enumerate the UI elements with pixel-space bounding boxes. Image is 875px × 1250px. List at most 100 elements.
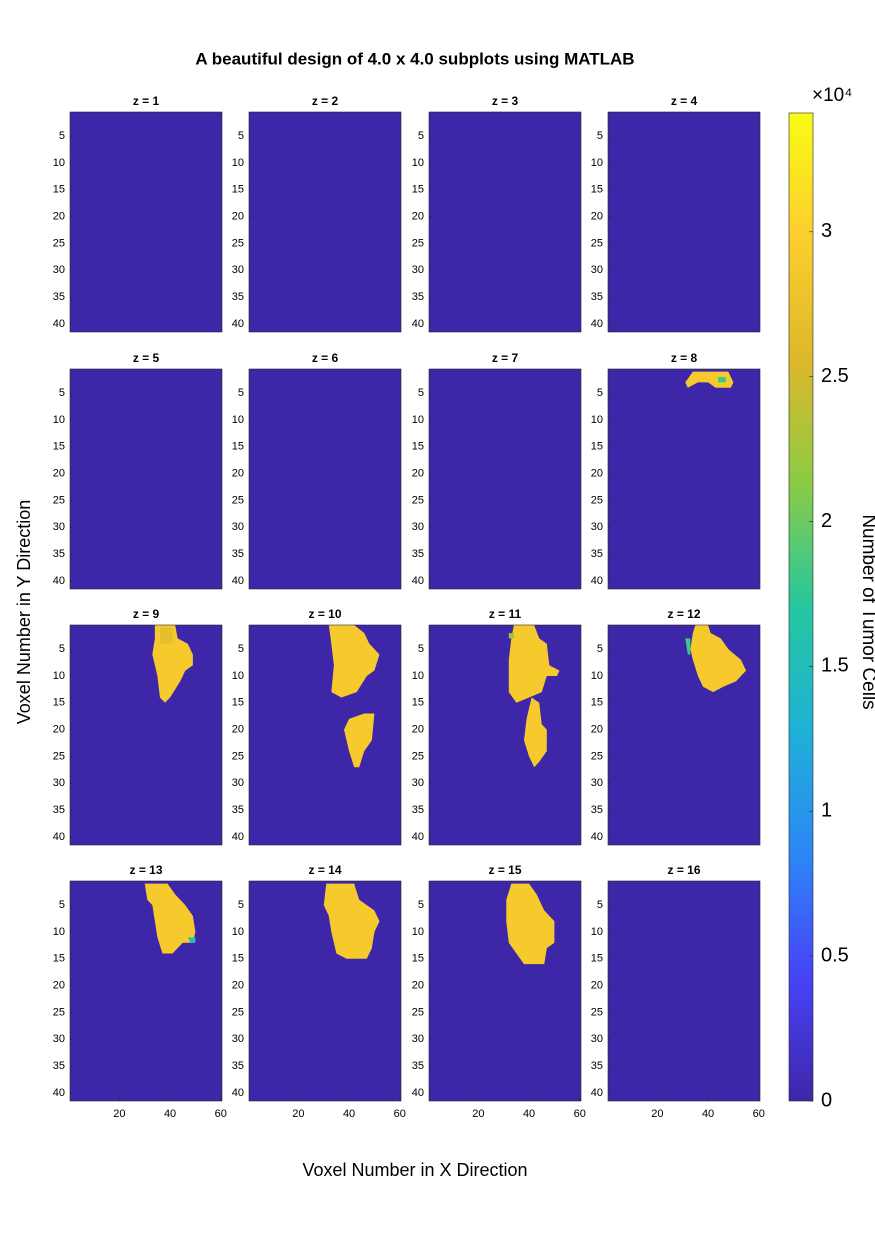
y-tick-label: 20 (412, 211, 424, 223)
axes-frame (248, 624, 402, 846)
tumor-region (508, 633, 514, 639)
tumor-region (718, 377, 726, 383)
y-tick-label: 15 (232, 697, 244, 709)
y-tick-label: 5 (597, 130, 603, 142)
subplot-title: z = 5 (133, 351, 160, 365)
y-tick-label: 25 (53, 1006, 65, 1018)
y-tick-label: 15 (53, 441, 65, 453)
y-tick-label: 5 (418, 643, 424, 655)
subplot-title: z = 2 (312, 94, 339, 108)
y-tick-label: 10 (232, 414, 244, 426)
colorbar-tick-label: 2.5 (821, 365, 849, 387)
y-tick-label: 10 (591, 157, 603, 169)
y-tick-label: 10 (232, 926, 244, 938)
y-tick-label: 20 (232, 468, 244, 480)
y-tick-label: 35 (412, 1060, 424, 1072)
subplot-title: z = 15 (488, 863, 521, 877)
x-tick-label: 40 (702, 1108, 714, 1120)
subplot-title: z = 14 (308, 863, 341, 877)
y-tick-label: 20 (232, 724, 244, 736)
colorbar-label: Number of Tumor Cells (858, 514, 875, 709)
y-tick-label: 40 (53, 831, 65, 843)
y-tick-label: 5 (59, 899, 65, 911)
subplot: z = 4 5 10 15 20 25 30 35 40 (591, 94, 761, 333)
y-tick-label: 25 (53, 494, 65, 506)
heatmap (152, 625, 193, 703)
axes-frame (607, 624, 761, 846)
y-tick-label: 40 (232, 1087, 244, 1099)
y-tick-label: 5 (597, 899, 603, 911)
colorbar (788, 112, 814, 1102)
y-tick-label: 20 (412, 980, 424, 992)
y-tick-label: 25 (232, 237, 244, 249)
y-tick-label: 40 (53, 575, 65, 587)
heatmap-background (70, 369, 222, 589)
y-tick-label: 30 (53, 1033, 65, 1045)
y-tick-label: 15 (232, 184, 244, 196)
y-tick-label: 25 (591, 237, 603, 249)
y-tick-label: 35 (412, 291, 424, 303)
subplot: z = 3 5 10 15 20 25 30 35 40 (412, 94, 582, 333)
axes-frame (69, 111, 223, 333)
colorbar-tick-label: 0 (821, 1089, 832, 1111)
colorbar-tick-label: 3 (821, 220, 832, 242)
y-tick-label: 15 (412, 441, 424, 453)
tumor-region (344, 713, 375, 768)
y-tick-label: 35 (412, 804, 424, 816)
y-tick-label: 20 (591, 468, 603, 480)
tumor-region (685, 638, 691, 655)
y-tick-label: 15 (412, 184, 424, 196)
colorbar-tick-label: 0.5 (821, 944, 849, 966)
subplot-title: z = 1 (133, 94, 160, 108)
y-tick-label: 5 (59, 387, 65, 399)
axes-frame (428, 880, 582, 1102)
subplot: z = 6 5 10 15 20 25 30 35 40 (232, 351, 402, 590)
y-tick-label: 25 (591, 750, 603, 762)
heatmap-background (70, 112, 222, 332)
tumor-region (524, 697, 547, 768)
y-tick-label: 35 (232, 1060, 244, 1072)
y-tick-label: 30 (232, 777, 244, 789)
y-tick-label: 25 (412, 750, 424, 762)
heatmap (506, 883, 555, 965)
heatmap-background (608, 369, 760, 589)
tumor-region (685, 371, 734, 388)
subplot-title: z = 10 (308, 607, 341, 621)
subplot: z = 5 5 10 15 20 25 30 35 40 (53, 351, 223, 590)
axes-frame (248, 368, 402, 590)
heatmap (508, 625, 560, 768)
x-tick-label: 60 (394, 1108, 406, 1120)
colorbar-exponent: ×10⁴ (812, 85, 852, 106)
heatmap-background (429, 881, 581, 1101)
subplot: z = 11 5 10 15 20 25 30 35 40 (412, 607, 582, 846)
y-tick-label: 5 (418, 387, 424, 399)
y-tick-label: 30 (412, 777, 424, 789)
y-tick-label: 40 (412, 831, 424, 843)
y-tick-label: 30 (232, 521, 244, 533)
y-tick-label: 20 (591, 724, 603, 736)
heatmap-background (429, 625, 581, 845)
y-tick-label: 10 (232, 670, 244, 682)
y-tick-label: 25 (591, 494, 603, 506)
x-tick-label: 40 (164, 1108, 176, 1120)
y-tick-label: 25 (412, 237, 424, 249)
y-tick-label: 40 (232, 575, 244, 587)
axes-frame (607, 368, 761, 590)
subplot-title: z = 6 (312, 351, 339, 365)
subplot-title: z = 11 (489, 607, 522, 621)
heatmap (685, 625, 747, 693)
y-tick-label: 30 (591, 777, 603, 789)
subplot: z = 14 5 10 15 20 25 30 35 40 20 40 60 (232, 863, 406, 1120)
axes-frame (607, 880, 761, 1102)
y-tick-label: 40 (591, 575, 603, 587)
y-tick-label: 15 (53, 953, 65, 965)
tumor-region (328, 625, 380, 698)
subplot: z = 2 5 10 15 20 25 30 35 40 (232, 94, 402, 333)
y-tick-label: 15 (53, 184, 65, 196)
y-tick-label: 20 (53, 211, 65, 223)
heatmap-background (249, 369, 401, 589)
y-tick-label: 40 (412, 575, 424, 587)
subplot-title: z = 12 (667, 607, 700, 621)
y-tick-label: 35 (591, 804, 603, 816)
x-tick-label: 60 (215, 1108, 227, 1120)
